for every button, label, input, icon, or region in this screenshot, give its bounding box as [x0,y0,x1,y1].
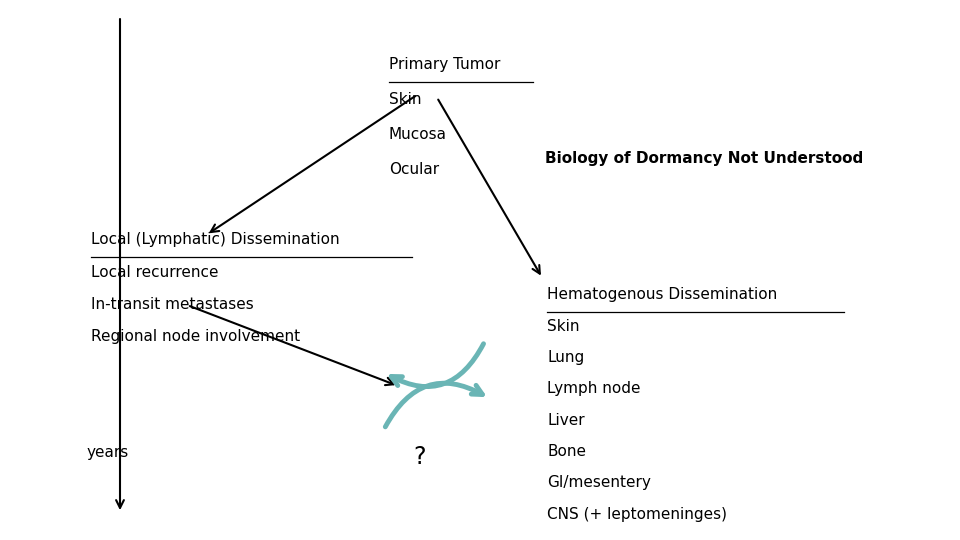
Text: Skin: Skin [389,92,421,107]
Text: In-transit metastases: In-transit metastases [91,297,254,312]
Text: Lymph node: Lymph node [547,381,640,396]
Text: Bone: Bone [547,444,587,459]
Text: Hematogenous Dissemination: Hematogenous Dissemination [547,287,778,302]
Text: CNS (+ leptomeninges): CNS (+ leptomeninges) [547,507,728,522]
Text: Primary Tumor: Primary Tumor [389,57,500,72]
Text: GI/mesentery: GI/mesentery [547,475,651,490]
Text: Mucosa: Mucosa [389,127,446,142]
Text: Liver: Liver [547,413,585,428]
Text: Local recurrence: Local recurrence [91,265,219,280]
Text: Lung: Lung [547,350,585,365]
Text: Regional node involvement: Regional node involvement [91,329,300,345]
Text: years: years [86,446,129,461]
Text: Skin: Skin [547,319,580,334]
Text: Biology of Dormancy Not Understood: Biology of Dormancy Not Understood [545,151,864,166]
Text: ?: ? [413,446,426,469]
Text: Ocular: Ocular [389,162,439,177]
Text: Local (Lymphatic) Dissemination: Local (Lymphatic) Dissemination [91,232,340,247]
